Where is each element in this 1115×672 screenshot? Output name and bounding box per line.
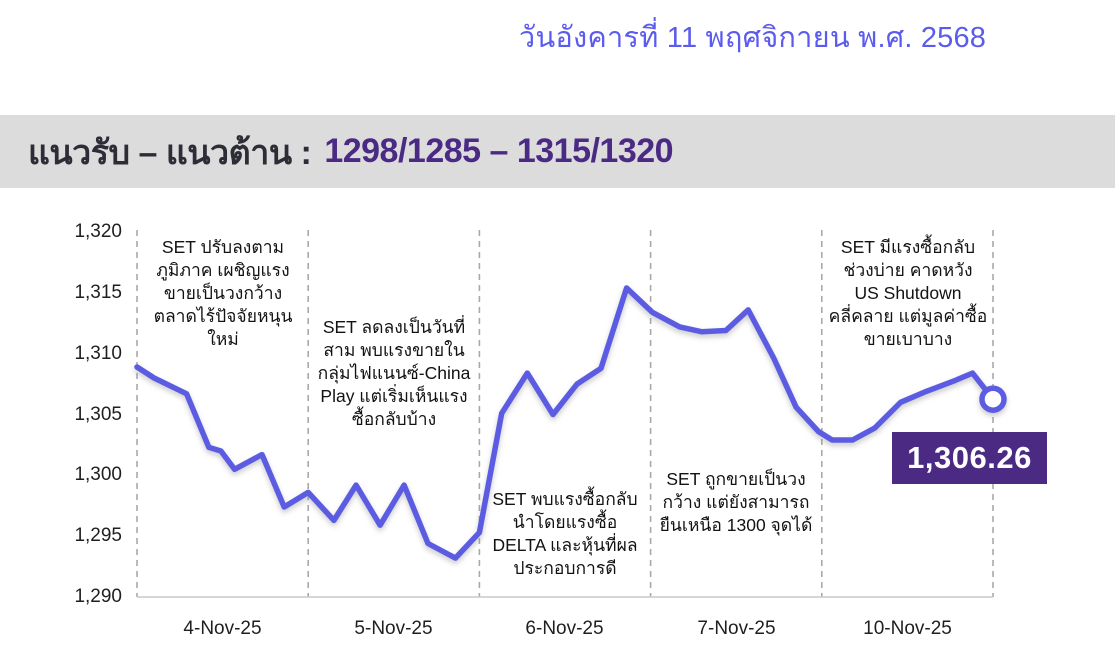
- support-resistance-values: 1298/1285 – 1315/1320: [324, 132, 674, 170]
- x-axis-label: 7-Nov-25: [697, 618, 776, 639]
- last-price-badge: 1,306.26: [892, 432, 1047, 484]
- y-axis-label: 1,320: [74, 221, 122, 242]
- y-axis-label: 1,290: [74, 586, 122, 607]
- last-price-marker: [979, 385, 1007, 413]
- chart-annotation-5nov: SET ลดลงเป็นวันที่ สาม พบแรงขายใน กลุ่มไ…: [317, 317, 471, 429]
- y-axis-label: 1,310: [74, 343, 122, 364]
- chart-annotation-6nov: SET พบแรงซื้อกลับ นำโดยแรงซื้อ DELTA และ…: [492, 489, 638, 578]
- price-line: [134, 285, 996, 561]
- x-axis-label: 5-Nov-25: [354, 618, 433, 639]
- x-axis-label: 4-Nov-25: [183, 618, 262, 639]
- y-axis-label: 1,295: [74, 525, 122, 546]
- chart-annotation-7nov: SET ถูกขายเป็นวง กว้าง แต่ยังสามารถ ยืนเ…: [659, 469, 813, 535]
- y-axis-label: 1,315: [74, 282, 122, 303]
- last-price-value: 1,306.26: [907, 440, 1032, 475]
- support-resistance-bar: แนวรับ – แนวต้าน : 1298/1285 – 1315/1320: [0, 115, 1115, 188]
- y-axis-label: 1,305: [74, 404, 122, 425]
- date-header: วันอังคารที่ 11 พฤศจิกายน พ.ศ. 2568: [518, 22, 987, 54]
- chart-annotation-10nov: SET มีแรงซื้อกลับ ช่วงบ่าย คาดหวัง US Sh…: [828, 237, 988, 349]
- x-axis-label: 10-Nov-25: [863, 618, 952, 639]
- support-resistance-label: แนวรับ – แนวต้าน :: [28, 133, 312, 172]
- y-axis-label: 1,300: [74, 464, 122, 485]
- chart-annotation-4nov: SET ปรับลงตาม ภูมิภาค เผชิญแรง ขายเป็นวง…: [153, 237, 293, 349]
- x-axis-label: 6-Nov-25: [525, 618, 604, 639]
